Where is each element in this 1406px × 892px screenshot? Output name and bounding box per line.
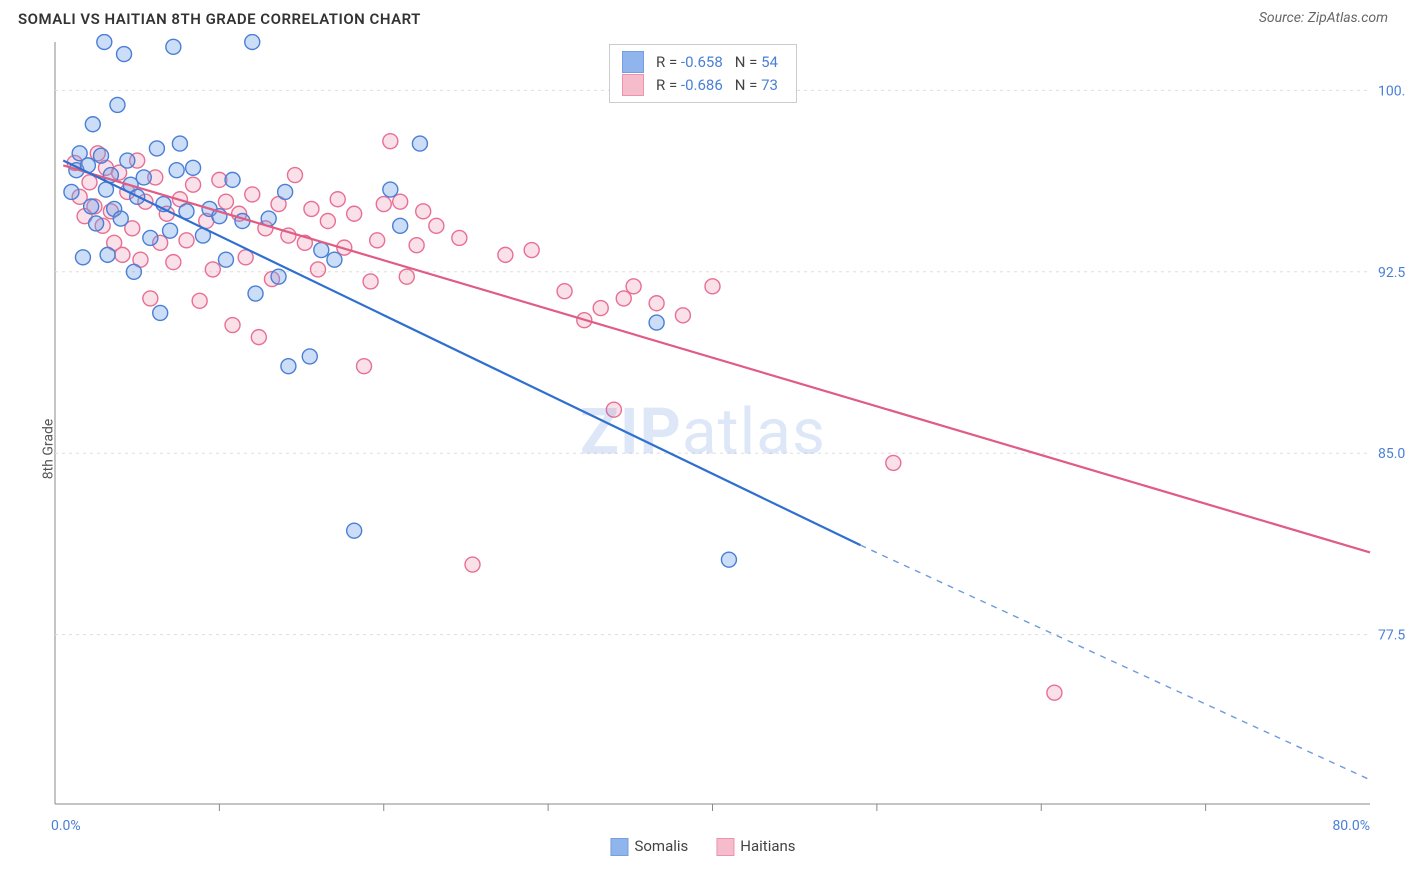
- legend-item-somalis: Somalis: [610, 837, 688, 856]
- stats-legend-row-haitians: R = -0.686 N = 73: [622, 74, 778, 97]
- svg-text:92.5%: 92.5%: [1378, 265, 1406, 281]
- swatch-icon: [716, 838, 734, 856]
- n-label: N = 54: [735, 51, 778, 74]
- stats-legend-row-somalis: R = -0.658 N = 54: [622, 51, 778, 74]
- chart-area: 8th Grade 77.5% 85.0% 92.5% 100.0% 0.0% 80.0%…: [0, 34, 1406, 864]
- svg-text:77.5%: 77.5%: [1378, 628, 1406, 644]
- svg-text:80.0%: 80.0%: [1332, 818, 1370, 834]
- chart-source: Source: ZipAtlas.com: [1259, 10, 1388, 26]
- chart-title: SOMALI VS HAITIAN 8TH GRADE CORRELATION …: [18, 10, 421, 28]
- svg-text:100.0%: 100.0%: [1378, 83, 1406, 99]
- svg-text:0.0%: 0.0%: [51, 818, 81, 834]
- swatch-somalis: [622, 51, 644, 73]
- chart-header: SOMALI VS HAITIAN 8TH GRADE CORRELATION …: [0, 0, 1406, 34]
- stats-legend: R = -0.658 N = 54 R = -0.686 N = 73: [609, 44, 797, 103]
- swatch-icon: [610, 838, 628, 856]
- n-label: N = 73: [735, 74, 778, 97]
- legend-item-haitians: Haitians: [716, 837, 795, 856]
- swatch-haitians: [622, 74, 644, 96]
- scatter-plot-svg: 77.5% 85.0% 92.5% 100.0% 0.0% 80.0%: [0, 34, 1406, 864]
- svg-text:85.0%: 85.0%: [1378, 446, 1406, 462]
- r-label: R = -0.686: [656, 74, 723, 97]
- y-axis-label: 8th Grade: [40, 419, 56, 480]
- r-label: R = -0.658: [656, 51, 723, 74]
- footer-legend: Somalis Haitians: [610, 837, 795, 856]
